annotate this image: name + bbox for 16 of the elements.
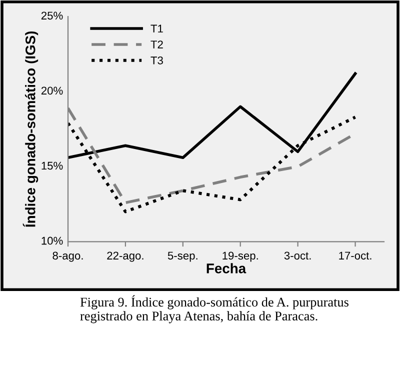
y-axis-title: Índice gonado-somático (IGS) [22, 31, 38, 227]
x-axis-title: Fecha [206, 263, 246, 274]
y-tick-label: 10% [42, 236, 63, 245]
x-tick-label: 8-ago. [52, 252, 83, 262]
y-tick-label: 15% [42, 162, 63, 170]
text: Figura 9. Índice gonado-somático de A. purpuratus registrado en Playa Atenas, bahía de Paracas. [80, 295, 348, 324]
y-tick-label: 20% [41, 86, 63, 95]
x-tick-label: 3-oct. [284, 252, 311, 260]
legend-label: T2 [150, 40, 163, 48]
x-tick-label: 5-sep. [168, 252, 198, 262]
x-tick-label: 22-ago. [107, 252, 144, 262]
legend-label: T1 [150, 24, 163, 32]
legend-label: T3 [150, 56, 163, 64]
y-tick-label: 25% [41, 12, 63, 20]
x-tick-label: 17-oct. [339, 252, 372, 260]
x-tick-label: 19-sep. [222, 252, 258, 262]
